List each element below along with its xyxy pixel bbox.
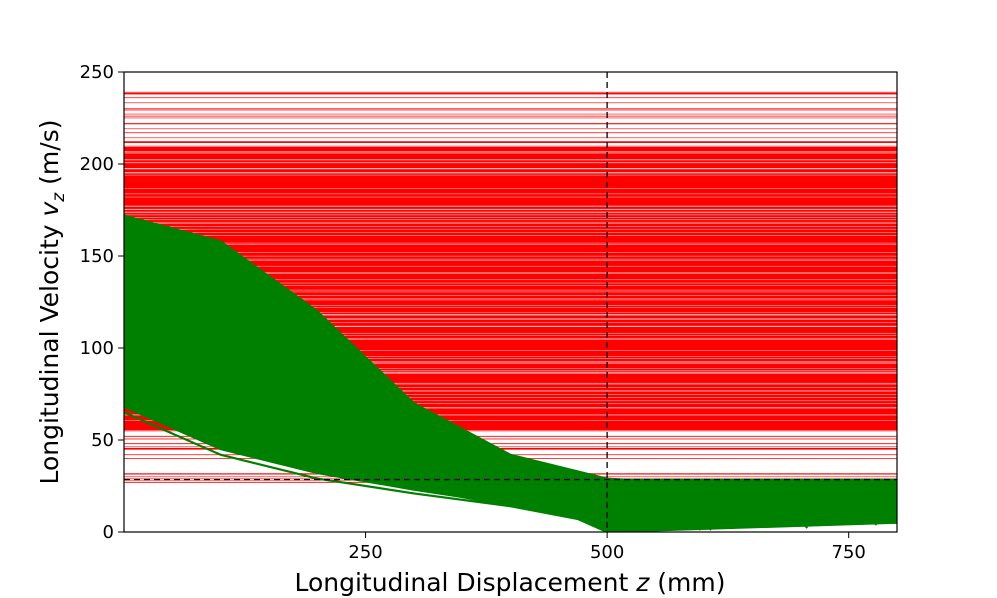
y-tick-label-4: 200 [80,154,114,175]
y-tick-label-0: 0 [103,522,114,543]
green-tail-11 [676,518,684,526]
green-tail-7 [768,520,777,528]
plot-frame [123,71,898,533]
green-tail-0 [775,509,783,517]
green-tail-1 [694,523,702,531]
green-tail-14 [754,510,762,518]
y-tick-label-1: 50 [91,430,114,451]
green-envelope [124,214,897,532]
green-tail-8 [799,516,807,524]
y-axis-label: Longitudinal Velocity vz (m/s) [35,120,69,485]
green-tail-21 [641,521,649,529]
green-tail-19 [779,517,788,525]
green-tail-25 [870,518,878,526]
x-axis-ticks: 250 500 750 [348,532,866,563]
x-tick-label-0: 250 [348,542,382,563]
green-tail-15 [834,518,842,526]
green-trajectory-2 [124,295,897,512]
green-tail-9 [697,512,706,520]
green-tail-2 [678,515,687,523]
green-tail-20 [634,521,642,529]
green-tail-16 [742,515,750,523]
plot-area [124,91,897,532]
green-tail-10 [707,517,715,525]
x-tick-label-2: 750 [832,542,866,563]
green-tail-6 [800,521,809,529]
x-tick-label-1: 500 [590,542,624,563]
x-axis-label: Longitudinal Displacement z (mm) [294,568,725,597]
y-axis-ticks: 0 50 100 150 200 250 [80,62,124,543]
y-tick-label-2: 100 [80,338,114,359]
green-tail-17 [645,509,653,517]
y-tick-label-3: 150 [80,246,114,267]
green-tail-12 [640,514,648,522]
reference-lines [124,72,897,532]
green-tail-3 [790,512,799,520]
green-tail-13 [882,512,890,520]
green-trajectory-4 [124,392,608,532]
y-tick-label-5: 250 [80,62,114,83]
green-tail-18 [704,523,712,531]
red-trajectory-series [124,91,897,483]
green-tail-5 [793,508,801,516]
green-tail-24 [668,516,676,524]
green-trajectory-1 [124,254,897,500]
green-tail-22 [825,512,834,520]
green-tail-23 [806,518,814,526]
